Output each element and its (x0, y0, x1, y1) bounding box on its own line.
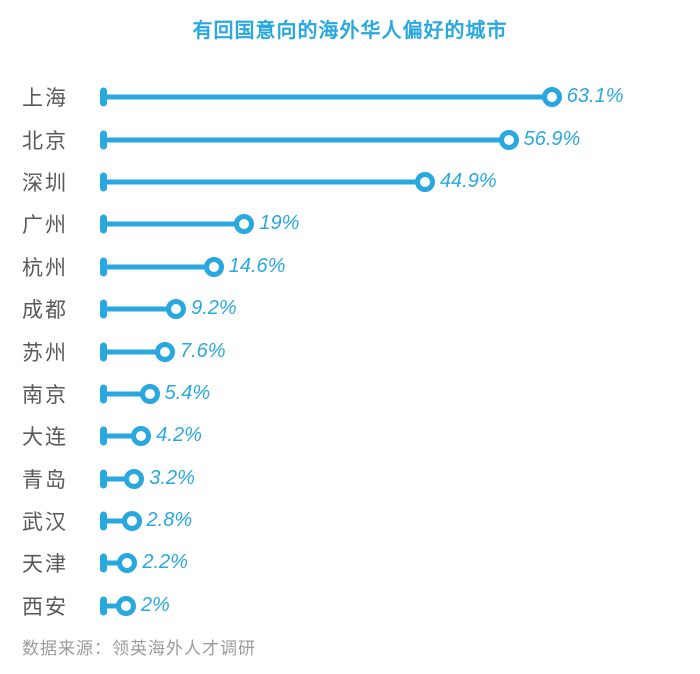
chart-row: 南京 5.4% (22, 373, 700, 415)
lollipop-track: 56.9% (100, 118, 700, 160)
lollipop-line (102, 433, 135, 439)
value-label: 56.9% (523, 127, 581, 150)
city-label: 成都 (22, 299, 68, 323)
lollipop-track: 9.2% (100, 288, 700, 330)
lollipop-line (102, 137, 502, 143)
lollipop-ring-icon (234, 214, 255, 235)
value-label: 3.2% (149, 466, 195, 489)
value-label: 7.6% (179, 339, 226, 362)
lollipop-ring-icon (115, 595, 136, 616)
lollipop-chart: 上海 63.1% 北京 56.9% 深圳 44.9% 广州 (0, 76, 700, 627)
lollipop-track: 14.6% (100, 246, 700, 288)
source-note: 数据来源：领英海外人才调研 (22, 639, 256, 659)
city-label: 上海 (22, 87, 68, 111)
lollipop-ring-icon (124, 468, 145, 489)
lollipop-line (102, 518, 125, 524)
value-label: 44.9% (439, 170, 497, 193)
lollipop-track: 5.4% (100, 373, 700, 415)
lollipop-track: 3.2% (100, 458, 700, 500)
lollipop-ring-icon (414, 171, 435, 192)
chart-row: 武汉 2.8% (22, 500, 700, 542)
lollipop-ring-icon (541, 87, 562, 108)
value-label: 2% (140, 593, 170, 616)
value-label: 5.4% (164, 381, 211, 404)
lollipop-line (102, 306, 170, 312)
city-label: 西安 (22, 595, 68, 619)
lollipop-ring-icon (203, 256, 224, 277)
chart-row: 北京 56.9% (22, 118, 700, 160)
lollipop-line (102, 179, 418, 185)
value-label: 19% (259, 212, 300, 235)
city-label: 深圳 (22, 171, 68, 195)
lollipop-line (102, 391, 143, 397)
chart-row: 苏州 7.6% (22, 330, 700, 372)
lollipop-track: 44.9% (100, 161, 700, 203)
chart-row: 西安 2% (22, 585, 700, 627)
value-label: 63.1% (566, 85, 624, 108)
lollipop-line (102, 221, 238, 227)
lollipop-track: 2.8% (100, 500, 700, 542)
chart-row: 上海 63.1% (22, 76, 700, 118)
city-label: 广州 (22, 214, 68, 238)
lollipop-line (102, 603, 119, 609)
city-label: 杭州 (22, 256, 68, 280)
chart-row: 成都 9.2% (22, 288, 700, 330)
chart-title: 有回国意向的海外华人偏好的城市 (192, 20, 508, 42)
value-label: 4.2% (156, 424, 202, 447)
city-label: 北京 (22, 129, 68, 153)
city-label: 天津 (22, 553, 68, 577)
city-label: 青岛 (22, 468, 68, 492)
lollipop-line (102, 264, 207, 270)
lollipop-ring-icon (166, 299, 187, 320)
lollipop-track: 4.2% (100, 415, 700, 457)
lollipop-line (102, 349, 158, 355)
lollipop-line (102, 476, 128, 482)
lollipop-ring-icon (121, 511, 142, 532)
lollipop-track: 2.2% (100, 542, 700, 584)
value-label: 9.2% (191, 297, 237, 320)
chart-row: 广州 19% (22, 203, 700, 245)
chart-row: 杭州 14.6% (22, 246, 700, 288)
lollipop-line (102, 560, 121, 566)
chart-row: 深圳 44.9% (22, 161, 700, 203)
chart-row: 大连 4.2% (22, 415, 700, 457)
chart-row: 天津 2.2% (22, 542, 700, 584)
lollipop-line (102, 94, 545, 100)
city-label: 武汉 (22, 511, 68, 535)
city-label: 大连 (22, 426, 68, 450)
lollipop-ring-icon (117, 553, 138, 574)
chart-row: 青岛 3.2% (22, 458, 700, 500)
city-label: 苏州 (22, 341, 68, 365)
lollipop-ring-icon (131, 426, 152, 447)
lollipop-track: 2% (100, 585, 700, 627)
lollipop-track: 7.6% (100, 330, 700, 372)
lollipop-ring-icon (498, 129, 519, 150)
lollipop-ring-icon (139, 383, 160, 404)
value-label: 2.8% (146, 509, 193, 532)
lollipop-ring-icon (154, 341, 175, 362)
value-label: 14.6% (228, 254, 286, 277)
lollipop-track: 63.1% (100, 76, 700, 118)
value-label: 2.2% (142, 551, 188, 574)
city-label: 南京 (22, 383, 68, 407)
lollipop-track: 19% (100, 203, 700, 245)
